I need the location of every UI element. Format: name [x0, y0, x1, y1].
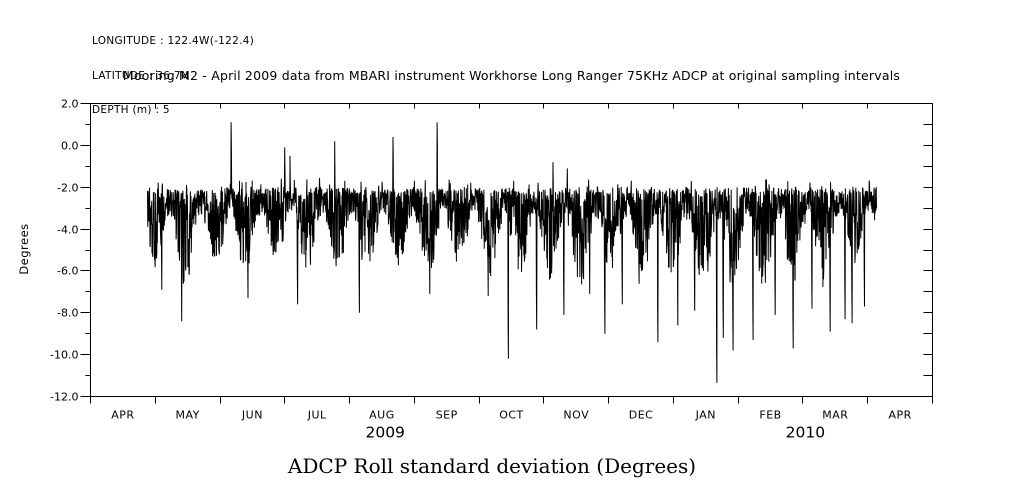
bottom-caption: ADCP Roll standard deviation (Degrees): [287, 454, 697, 478]
x-tick-label: APR: [111, 409, 134, 422]
x-tick-label: JUN: [241, 409, 263, 422]
x-tick-label: JAN: [695, 409, 716, 422]
depth-label: DEPTH (m) : 5: [92, 104, 170, 116]
y-tick-label: -2.0: [57, 182, 78, 195]
x-tick-label: FEB: [759, 409, 781, 422]
longitude-label: LONGITUDE : 122.4W(-122.4): [92, 35, 255, 47]
location-info-block: LONGITUDE : 122.4W(-122.4) LATITUDE : 36…: [92, 13, 254, 128]
y-tick-label: 0.0: [61, 140, 79, 153]
latitude-label: LATITUDE : 36.7N: [92, 69, 190, 82]
year-label: 2009: [365, 424, 404, 442]
y-tick-label: -6.0: [57, 265, 78, 278]
x-tick-label: APR: [888, 409, 911, 422]
x-tick-label: DEC: [629, 409, 654, 422]
x-tick-label: MAR: [822, 409, 848, 422]
x-tick-label: MAY: [175, 409, 199, 422]
x-tick-label: NOV: [563, 409, 589, 422]
x-tick-label: AUG: [369, 409, 395, 422]
x-tick-label: JUL: [307, 409, 327, 422]
data-series-line: [147, 122, 878, 383]
chart-title: Mooring M2 - April 2009 data from MBARI …: [122, 68, 901, 83]
year-label: 2010: [786, 424, 825, 442]
x-tick-label: OCT: [499, 409, 524, 422]
x-tick-label: SEP: [436, 409, 458, 422]
y-tick-label: -4.0: [57, 224, 78, 237]
y-tick-label: -12.0: [50, 391, 78, 404]
y-tick-label: -10.0: [50, 349, 78, 362]
y-tick-label: 2.0: [61, 98, 79, 111]
y-tick-label: -8.0: [57, 307, 78, 320]
